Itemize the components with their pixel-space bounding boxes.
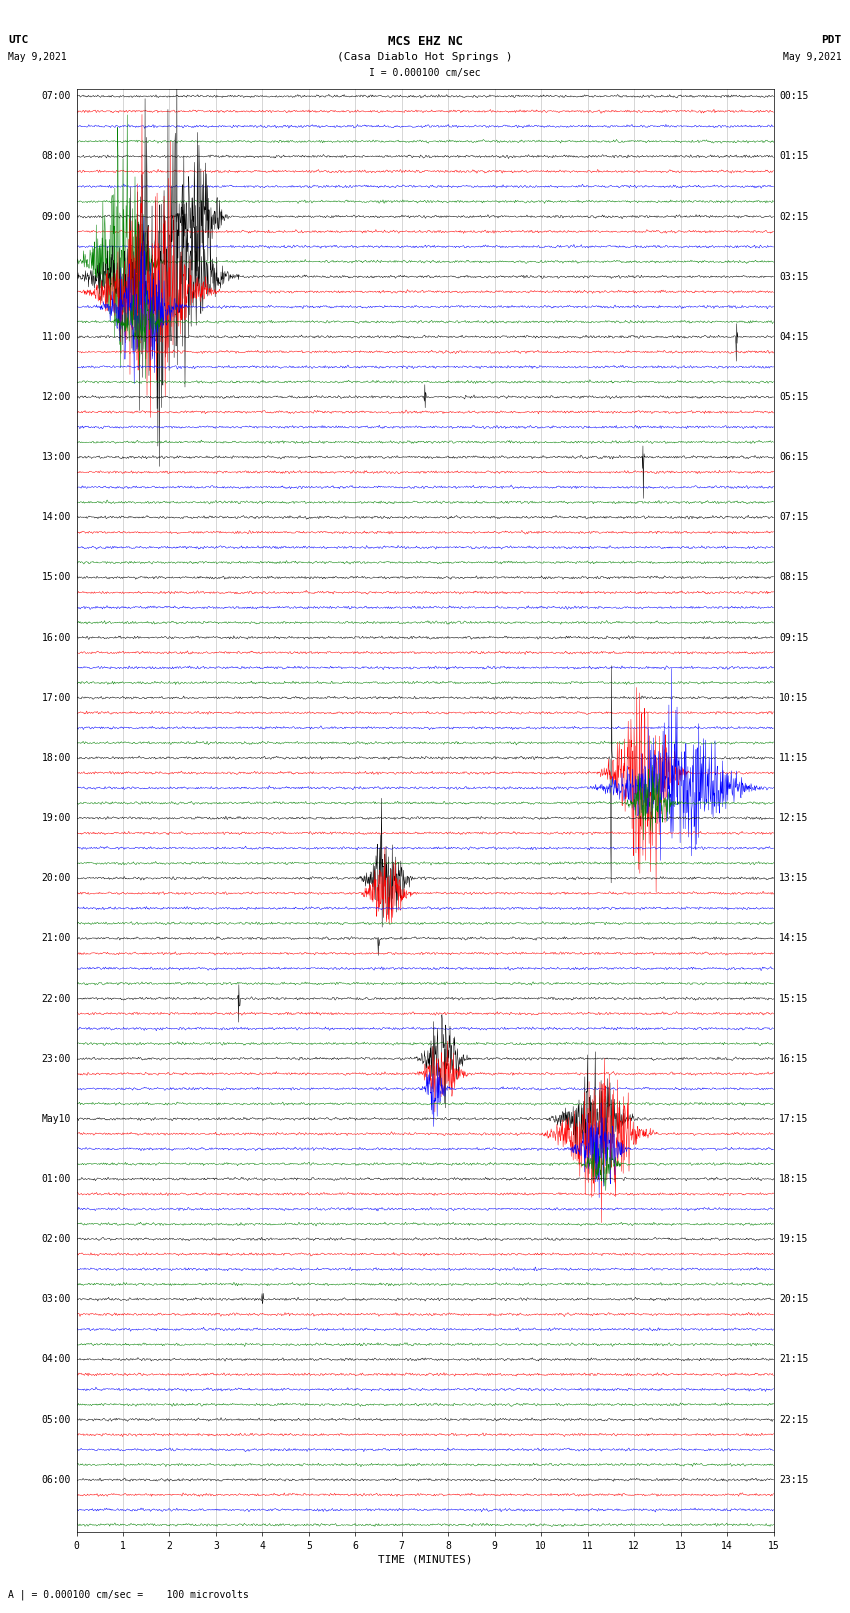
Text: 08:00: 08:00 (42, 152, 71, 161)
Text: 15:00: 15:00 (42, 573, 71, 582)
Text: 14:15: 14:15 (779, 934, 808, 944)
Text: 10:15: 10:15 (779, 692, 808, 703)
Text: 03:00: 03:00 (42, 1294, 71, 1305)
Text: 18:00: 18:00 (42, 753, 71, 763)
Text: 23:00: 23:00 (42, 1053, 71, 1063)
Text: 23:15: 23:15 (779, 1474, 808, 1484)
Text: 22:00: 22:00 (42, 994, 71, 1003)
Text: 21:15: 21:15 (779, 1355, 808, 1365)
Text: 10:00: 10:00 (42, 271, 71, 282)
Text: May 9,2021: May 9,2021 (8, 52, 67, 61)
Text: MCS EHZ NC: MCS EHZ NC (388, 35, 462, 48)
Text: 00:15: 00:15 (779, 92, 808, 102)
Text: 01:15: 01:15 (779, 152, 808, 161)
Text: 13:15: 13:15 (779, 873, 808, 884)
Text: 17:00: 17:00 (42, 692, 71, 703)
Text: 05:15: 05:15 (779, 392, 808, 402)
Text: May 9,2021: May 9,2021 (783, 52, 842, 61)
Text: 13:00: 13:00 (42, 452, 71, 463)
Text: 08:15: 08:15 (779, 573, 808, 582)
Text: 09:15: 09:15 (779, 632, 808, 642)
Text: 01:00: 01:00 (42, 1174, 71, 1184)
Text: 14:00: 14:00 (42, 513, 71, 523)
Text: 05:00: 05:00 (42, 1415, 71, 1424)
Text: 21:00: 21:00 (42, 934, 71, 944)
Text: (Casa Diablo Hot Springs ): (Casa Diablo Hot Springs ) (337, 52, 513, 61)
Text: 04:15: 04:15 (779, 332, 808, 342)
Text: 09:00: 09:00 (42, 211, 71, 221)
Text: 16:00: 16:00 (42, 632, 71, 642)
X-axis label: TIME (MINUTES): TIME (MINUTES) (377, 1555, 473, 1565)
Text: 15:15: 15:15 (779, 994, 808, 1003)
Text: 06:15: 06:15 (779, 452, 808, 463)
Text: 03:15: 03:15 (779, 271, 808, 282)
Text: 22:15: 22:15 (779, 1415, 808, 1424)
Text: 11:00: 11:00 (42, 332, 71, 342)
Text: UTC: UTC (8, 35, 29, 45)
Text: May10: May10 (42, 1115, 71, 1124)
Text: 07:15: 07:15 (779, 513, 808, 523)
Text: 11:15: 11:15 (779, 753, 808, 763)
Text: 19:15: 19:15 (779, 1234, 808, 1244)
Text: 07:00: 07:00 (42, 92, 71, 102)
Text: A | = 0.000100 cm/sec =    100 microvolts: A | = 0.000100 cm/sec = 100 microvolts (8, 1589, 249, 1600)
Text: 17:15: 17:15 (779, 1115, 808, 1124)
Text: PDT: PDT (821, 35, 842, 45)
Text: 02:00: 02:00 (42, 1234, 71, 1244)
Text: 02:15: 02:15 (779, 211, 808, 221)
Text: 16:15: 16:15 (779, 1053, 808, 1063)
Text: I = 0.000100 cm/sec: I = 0.000100 cm/sec (369, 68, 481, 77)
Text: 20:15: 20:15 (779, 1294, 808, 1305)
Text: 06:00: 06:00 (42, 1474, 71, 1484)
Text: 12:15: 12:15 (779, 813, 808, 823)
Text: 12:00: 12:00 (42, 392, 71, 402)
Text: 20:00: 20:00 (42, 873, 71, 884)
Text: 04:00: 04:00 (42, 1355, 71, 1365)
Text: 18:15: 18:15 (779, 1174, 808, 1184)
Text: 19:00: 19:00 (42, 813, 71, 823)
